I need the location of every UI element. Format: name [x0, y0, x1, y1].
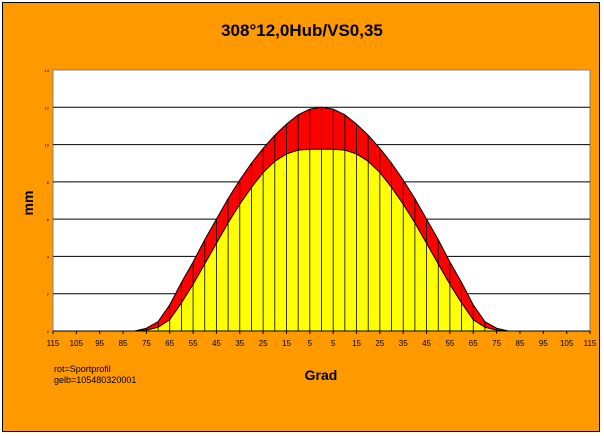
- x-tick-label: 55: [445, 339, 454, 348]
- x-tick-label: 25: [259, 339, 268, 348]
- y-tick-label: 8: [47, 180, 50, 185]
- y-tick-label: 2: [47, 292, 50, 297]
- x-tick-label: 5: [331, 339, 336, 348]
- x-tick-label: 105: [70, 339, 84, 348]
- x-tick-label: 35: [399, 339, 408, 348]
- x-tick-label: 85: [516, 339, 525, 348]
- x-tick-label: 65: [469, 339, 478, 348]
- x-tick-label: 45: [422, 339, 431, 348]
- x-tick-label: 25: [375, 339, 384, 348]
- x-tick-label: 75: [142, 339, 151, 348]
- x-tick-label: 15: [282, 339, 291, 348]
- x-gridlines: [145, 107, 498, 331]
- x-tick-label: 35: [235, 339, 244, 348]
- x-tick-label: 105: [560, 339, 574, 348]
- y-tick-label: 12: [45, 105, 50, 110]
- x-tick-label: 115: [47, 339, 60, 348]
- x-tick-label: 15: [352, 339, 361, 348]
- x-tick-label: 5: [308, 339, 313, 348]
- x-tick-label: 85: [119, 339, 128, 348]
- legend-entry-red: rot=Sportprofil: [54, 364, 111, 374]
- x-tick-label: 95: [539, 339, 548, 348]
- y-tick-label: 4: [47, 254, 50, 259]
- x-tick-label: 95: [95, 339, 104, 348]
- x-axis-label: Grad: [305, 367, 338, 383]
- chart-frame: [2, 2, 600, 432]
- x-tick-label: 115: [584, 339, 597, 348]
- legend-entry-yellow: gelb=105480320001: [54, 375, 136, 385]
- x-tick-label: 75: [492, 339, 501, 348]
- x-tick-label: 55: [189, 339, 198, 348]
- x-tick-label: 65: [165, 339, 174, 348]
- y-tick-label: 10: [45, 143, 50, 148]
- chart-title: 308°12,0Hub/VS0,35: [221, 21, 383, 40]
- y-tick-label: 6: [47, 217, 50, 222]
- y-axis-label: mm: [20, 191, 36, 216]
- y-tick-label: 14: [45, 68, 50, 73]
- y-tick-label: 0: [47, 329, 50, 334]
- x-tick-label: 45: [212, 339, 221, 348]
